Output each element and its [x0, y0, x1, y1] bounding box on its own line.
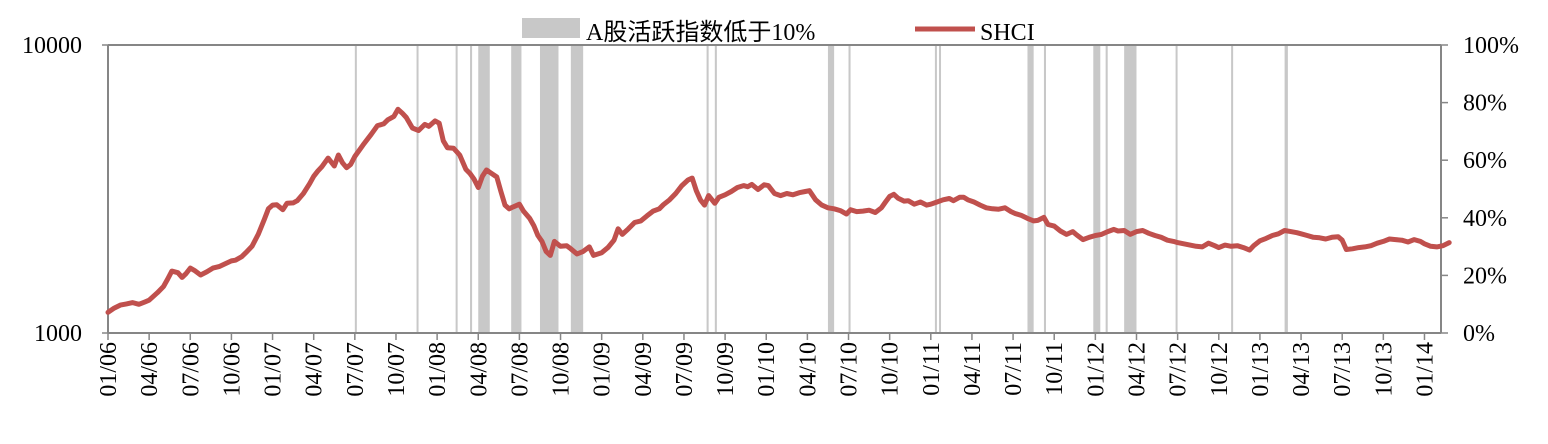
right-y-tick-label: 0% — [1463, 321, 1495, 347]
x-tick-label: 04/10 — [795, 342, 821, 397]
x-tick-label: 07/09 — [672, 342, 698, 397]
shade-bar — [416, 45, 419, 333]
shade-bar — [511, 45, 522, 333]
right-y-tick-label: 40% — [1463, 206, 1507, 232]
shade-bar — [1093, 45, 1101, 333]
x-tick-label: 04/13 — [1289, 342, 1315, 397]
x-tick-label: 10/08 — [549, 342, 575, 397]
series-line-shci — [105, 106, 1452, 315]
shade-bar — [848, 45, 851, 333]
x-tick-label: 01/13 — [1248, 342, 1274, 397]
x-tick-label: 04/07 — [302, 342, 328, 397]
shade-bar — [1105, 45, 1108, 333]
x-tick-label: 07/06 — [178, 342, 204, 397]
series-layer — [105, 106, 1452, 315]
x-tick-label: 10/12 — [1207, 342, 1233, 397]
legend-line-label: SHCI — [980, 20, 1035, 46]
left-y-tick-label: 1000 — [34, 321, 82, 347]
shade-bar — [478, 45, 490, 333]
shade-bar — [1124, 45, 1137, 333]
x-tick-label: 10/13 — [1371, 342, 1397, 397]
x-tick-label: 07/12 — [1166, 342, 1192, 397]
x-tick-label: 01/14 — [1412, 342, 1438, 397]
shade-bar — [714, 45, 717, 333]
shade-bar — [570, 45, 584, 333]
x-tick-label: 04/08 — [466, 342, 492, 397]
x-tick-label: 10/11 — [1042, 342, 1068, 396]
right-y-tick-label: 80% — [1463, 91, 1507, 117]
x-tick-label: 01/07 — [261, 342, 287, 397]
x-tick-label: 10/06 — [219, 342, 245, 397]
shade-bar — [1043, 45, 1046, 333]
shade-bar — [354, 45, 357, 333]
x-tick-label: 01/06 — [96, 342, 122, 397]
x-tick-label: 01/10 — [754, 342, 780, 397]
x-tick-label: 04/12 — [1125, 342, 1151, 397]
x-tick-label: 01/09 — [590, 342, 616, 397]
shade-bar — [455, 45, 458, 333]
shaded-periods — [354, 45, 1288, 333]
shade-bar — [934, 45, 937, 333]
shade-bar — [939, 45, 942, 333]
x-tick-label: 01/11 — [919, 342, 945, 396]
x-tick-label: 07/13 — [1330, 342, 1356, 397]
x-tick-label: 04/06 — [137, 342, 163, 397]
right-y-tick-label: 100% — [1463, 33, 1519, 59]
shade-bar — [1027, 45, 1034, 333]
tick-marks — [102, 44, 1448, 340]
x-tick-label: 07/08 — [507, 342, 533, 397]
x-tick-label: 07/10 — [837, 342, 863, 397]
shade-bar — [539, 45, 559, 333]
x-tick-label: 01/12 — [1083, 342, 1109, 397]
left-y-tick-label: 10000 — [22, 33, 82, 59]
x-tick-label: 10/09 — [713, 342, 739, 397]
legend-shade-swatch — [522, 18, 580, 38]
shade-bar — [1175, 45, 1178, 333]
x-tick-label: 04/11 — [960, 342, 986, 396]
shade-bar — [827, 45, 835, 333]
x-tick-label: 10/07 — [384, 342, 410, 397]
shade-bar — [1231, 45, 1234, 333]
right-y-tick-label: 20% — [1463, 263, 1507, 289]
legend-shade-label: A股活跃指数低于10% — [586, 19, 815, 46]
x-tick-label: 01/08 — [425, 342, 451, 397]
x-tick-label: 04/09 — [631, 342, 657, 397]
shade-bar — [1284, 45, 1288, 333]
tick-labels: 01/06 04/06 07/06 10/06 01/07 04/07 07/07 10/07… — [22, 33, 1519, 397]
right-y-tick-label: 60% — [1463, 148, 1507, 174]
x-tick-label: 07/11 — [1001, 342, 1027, 396]
shade-bar — [470, 45, 473, 333]
shade-bar — [706, 45, 709, 333]
x-tick-label: 10/10 — [878, 342, 904, 397]
x-tick-label: 07/07 — [343, 342, 369, 397]
legend: A股活跃指数低于10% SHCI — [522, 18, 1035, 46]
